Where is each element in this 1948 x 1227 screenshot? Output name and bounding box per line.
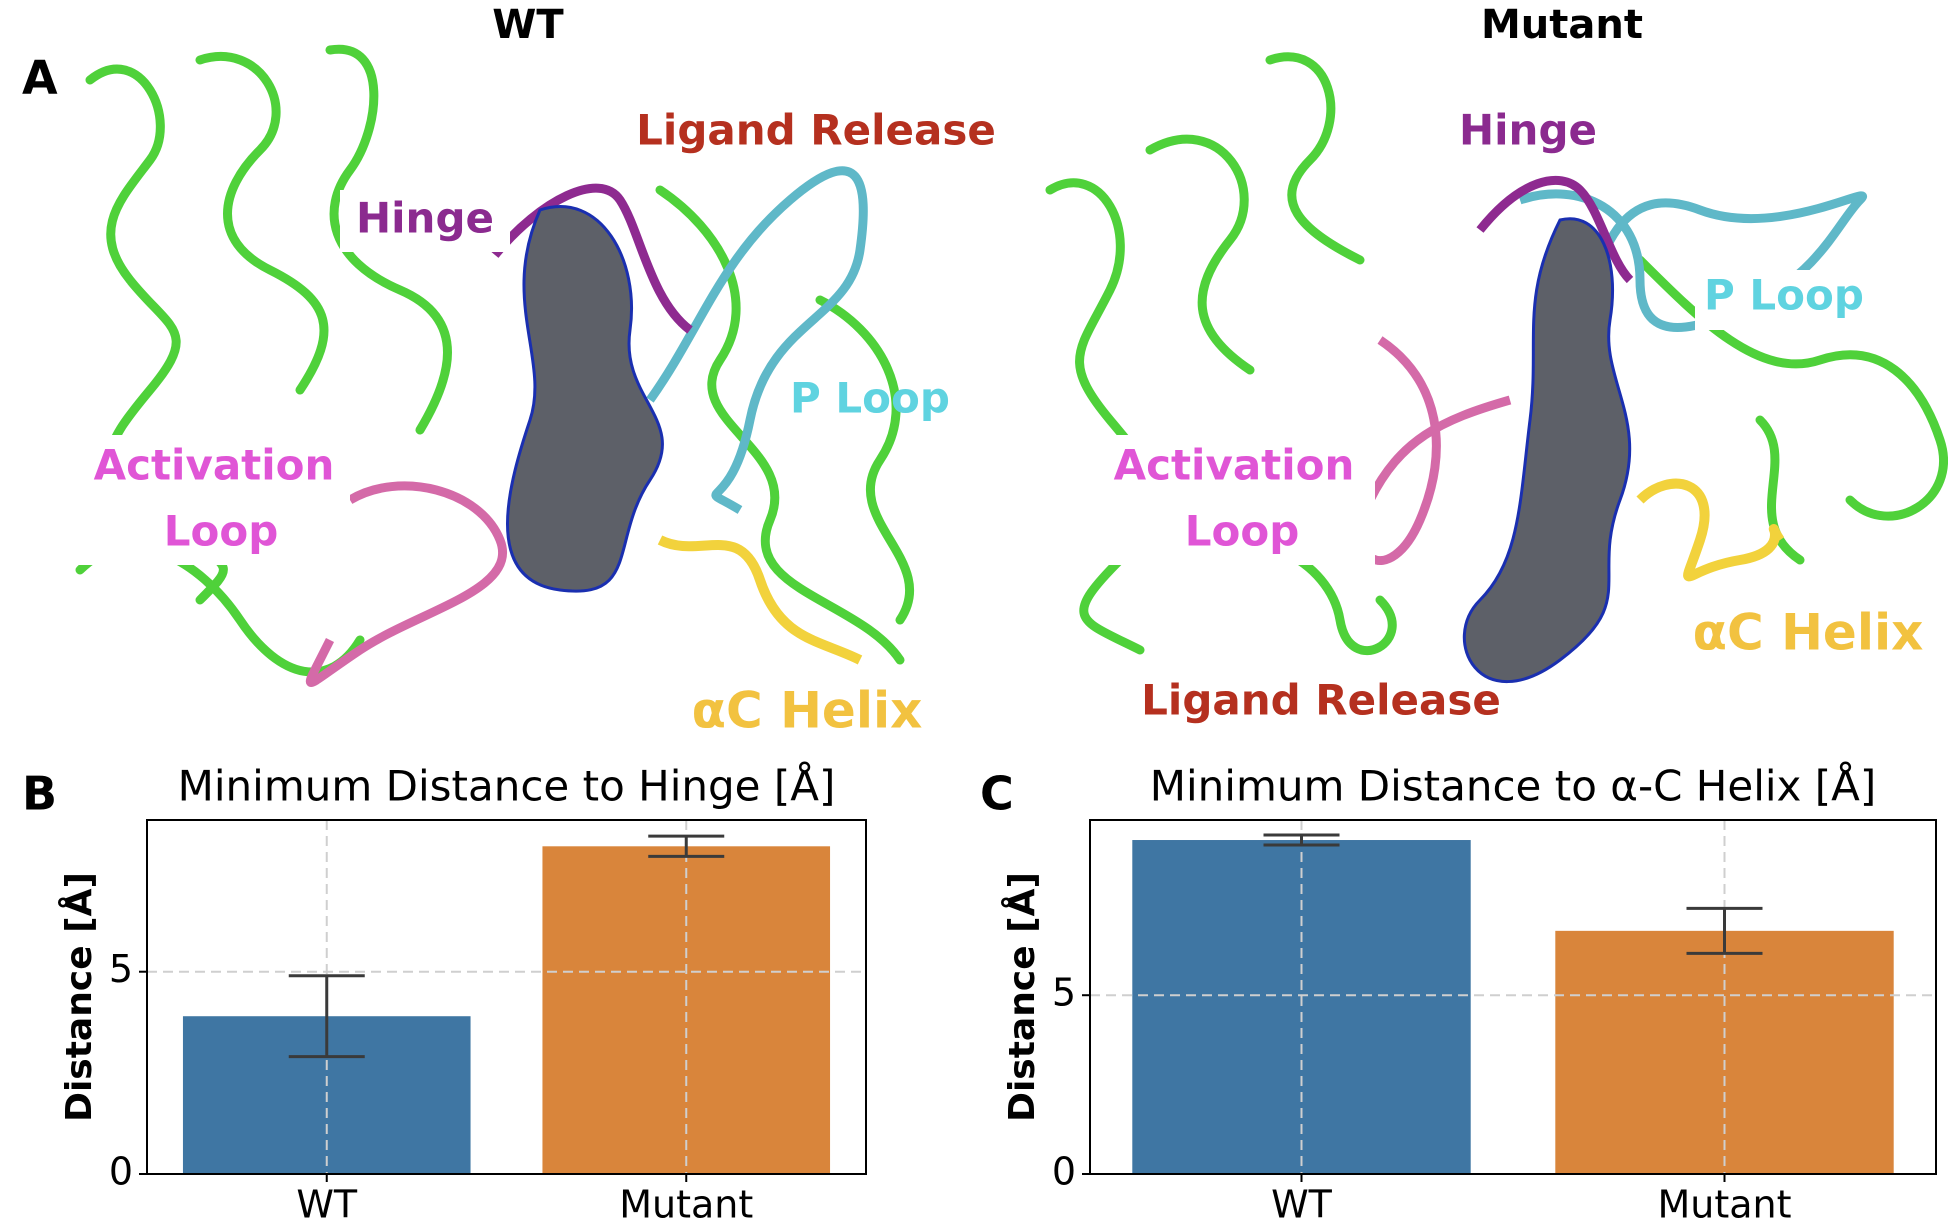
wt-structure xyxy=(75,44,915,687)
structure-label: Ligand Release xyxy=(636,106,996,155)
y-tick-label: 5 xyxy=(109,947,133,991)
structure-title: Mutant xyxy=(1481,2,1643,48)
structure-label: Hinge xyxy=(1459,106,1597,155)
label-box xyxy=(1095,435,1375,565)
structure-label: Activation xyxy=(1114,441,1355,490)
label-box xyxy=(1695,270,1875,330)
structure-label: Loop xyxy=(164,507,279,556)
x-tick-label: Mutant xyxy=(1657,1183,1791,1227)
y-tick-label: 0 xyxy=(109,1150,133,1194)
x-tick-label: WT xyxy=(296,1183,358,1227)
structure-title: WT xyxy=(492,2,564,48)
structure-label: Loop xyxy=(1185,507,1300,556)
chart-title: Minimum Distance to α-C Helix [Å] xyxy=(1150,761,1877,811)
plot-frame xyxy=(1089,819,1937,1175)
bar xyxy=(1132,840,1471,1174)
structure-label: P Loop xyxy=(1704,271,1864,320)
label-box xyxy=(340,190,510,252)
panel-letter: C xyxy=(980,767,1014,821)
y-axis-label: Distance [Å] xyxy=(1001,872,1043,1122)
plot-frame xyxy=(146,819,867,1175)
structure-label: αC Helix xyxy=(692,682,923,740)
y-tick-label: 0 xyxy=(1052,1150,1076,1194)
structure-label: P Loop xyxy=(790,374,950,423)
panel-letter: B xyxy=(22,767,57,821)
label-box xyxy=(75,435,350,565)
structure-label: Activation xyxy=(94,441,335,490)
x-tick-label: Mutant xyxy=(619,1183,753,1227)
x-tick-label: WT xyxy=(1271,1183,1333,1227)
structure-label: Hinge xyxy=(356,194,494,243)
mutant-structure xyxy=(1045,52,1948,684)
structure-label: αC Helix xyxy=(1693,604,1924,662)
y-axis-label: Distance [Å] xyxy=(58,872,100,1122)
panel-letter: A xyxy=(22,51,58,105)
y-tick-label: 5 xyxy=(1052,971,1076,1015)
chart-title: Minimum Distance to Hinge [Å] xyxy=(178,761,836,811)
structure-label: Ligand Release xyxy=(1141,676,1501,725)
